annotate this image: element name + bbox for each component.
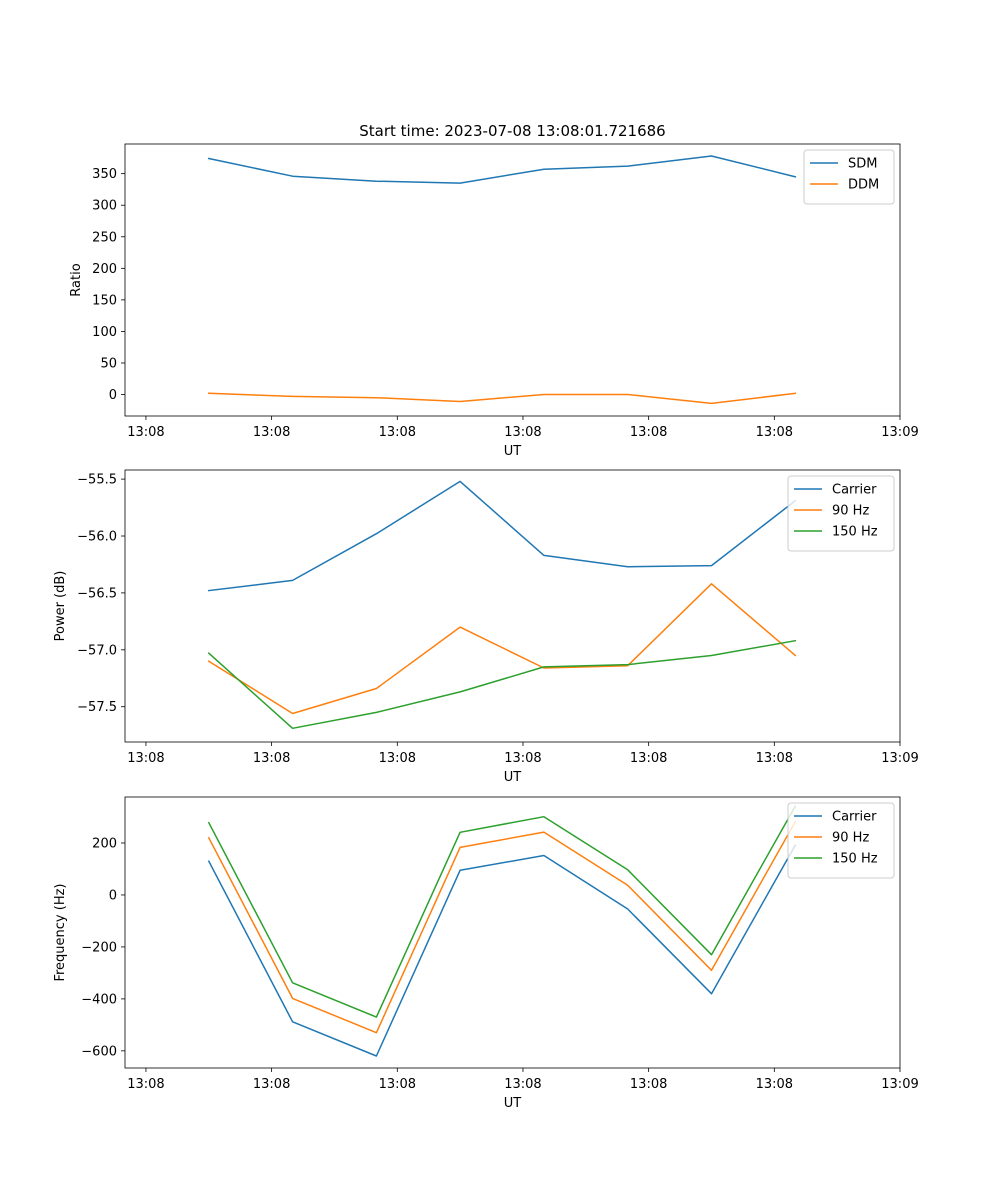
subplot-1: 13:08 13:08 13:08 13:08 13:08 13:08 13:09 0 50 10… xyxy=(69,143,919,459)
y-tick-label: 0 xyxy=(109,388,117,403)
y-axis-label: Ratio xyxy=(69,263,84,296)
axes-frame xyxy=(124,143,901,417)
x-tick-label: 13:08 xyxy=(756,751,793,766)
y-tick-label: −200 xyxy=(81,940,117,955)
legend-label: Carrier xyxy=(832,810,877,825)
subplot-3: 13:08 13:08 13:08 13:08 13:08 13:08 13:09 −600 −… xyxy=(53,796,919,1111)
legend-label: 90 Hz xyxy=(832,831,869,846)
x-tick-label: 13:08 xyxy=(253,1077,290,1092)
legend-label: 150 Hz xyxy=(832,852,878,867)
y-tick-label: 200 xyxy=(92,836,117,851)
x-tick-label: 13:08 xyxy=(630,425,667,440)
series-line-carrier xyxy=(207,844,797,1057)
y-tick-label: −57.5 xyxy=(77,700,117,715)
x-tick-label: 13:08 xyxy=(379,1077,416,1092)
y-tick-label: −400 xyxy=(81,992,117,1007)
subplot-2: 13:08 13:08 13:08 13:08 13:08 13:08 13:09 −57.5… xyxy=(53,469,919,785)
x-tick-label: 13:08 xyxy=(504,425,541,440)
y-axis-label: Power (dB) xyxy=(53,571,68,642)
y-tick-label: −55.5 xyxy=(77,473,117,488)
y-tick-label: 150 xyxy=(92,293,117,308)
x-tick-label: 13:08 xyxy=(630,751,667,766)
y-tick-label: −56.0 xyxy=(77,530,117,545)
series-line-90-hz xyxy=(207,583,797,715)
legend-label: Carrier xyxy=(832,483,877,498)
series-line-150-hz xyxy=(207,639,797,730)
y-axis-label: Frequency (Hz) xyxy=(53,883,68,981)
series-line-150-hz xyxy=(207,805,797,1018)
x-tick-label: 13:08 xyxy=(504,751,541,766)
legend: Carrier 90 Hz 150 Hz xyxy=(787,802,895,879)
series-line-ddm xyxy=(208,392,797,405)
x-tick-label: 13:08 xyxy=(127,1077,164,1092)
x-tick-label: 13:08 xyxy=(504,1077,541,1092)
x-tick-label: 13:09 xyxy=(881,425,918,440)
axes-frame xyxy=(124,469,901,743)
axes-frame xyxy=(124,796,901,1069)
figure-title: Start time: 2023-07-08 13:08:01.721686 xyxy=(359,122,665,140)
y-tick-label: 350 xyxy=(92,167,117,182)
x-tick-label: 13:08 xyxy=(253,425,290,440)
x-tick-label: 13:08 xyxy=(630,1077,667,1092)
y-tick-label: −57.0 xyxy=(77,643,117,658)
x-tick-label: 13:08 xyxy=(756,1077,793,1092)
series-line-carrier xyxy=(207,480,797,592)
y-tick-label: 250 xyxy=(92,230,117,245)
y-tick-label: −56.5 xyxy=(77,586,117,601)
x-tick-label: 13:09 xyxy=(881,1077,918,1092)
legend-label: 150 Hz xyxy=(832,525,878,540)
y-tick-label: 50 xyxy=(100,356,117,371)
x-axis-label: UT xyxy=(504,1096,522,1111)
x-tick-label: 13:09 xyxy=(881,751,918,766)
x-tick-label: 13:08 xyxy=(379,425,416,440)
legend: Carrier 90 Hz 150 Hz xyxy=(787,475,895,552)
y-tick-label: 200 xyxy=(92,262,117,277)
legend-box xyxy=(787,475,895,552)
y-tick-label: 0 xyxy=(109,888,117,903)
y-tick-label: −600 xyxy=(81,1044,117,1059)
legend: SDM DDM xyxy=(803,149,895,205)
x-axis-label: UT xyxy=(504,444,522,459)
series-line-sdm xyxy=(207,155,797,184)
legend-label: 90 Hz xyxy=(832,504,869,519)
x-tick-label: 13:08 xyxy=(253,751,290,766)
x-tick-label: 13:08 xyxy=(127,751,164,766)
legend-label: DDM xyxy=(848,178,879,193)
series-line-90-hz xyxy=(207,820,797,1034)
legend-label: SDM xyxy=(848,157,877,172)
y-tick-label: 300 xyxy=(92,199,117,214)
x-tick-label: 13:08 xyxy=(756,425,793,440)
y-tick-label: 100 xyxy=(92,325,117,340)
x-axis-label: UT xyxy=(504,770,522,785)
x-tick-label: 13:08 xyxy=(127,425,164,440)
x-tick-label: 13:08 xyxy=(379,751,416,766)
legend-box xyxy=(787,802,895,879)
